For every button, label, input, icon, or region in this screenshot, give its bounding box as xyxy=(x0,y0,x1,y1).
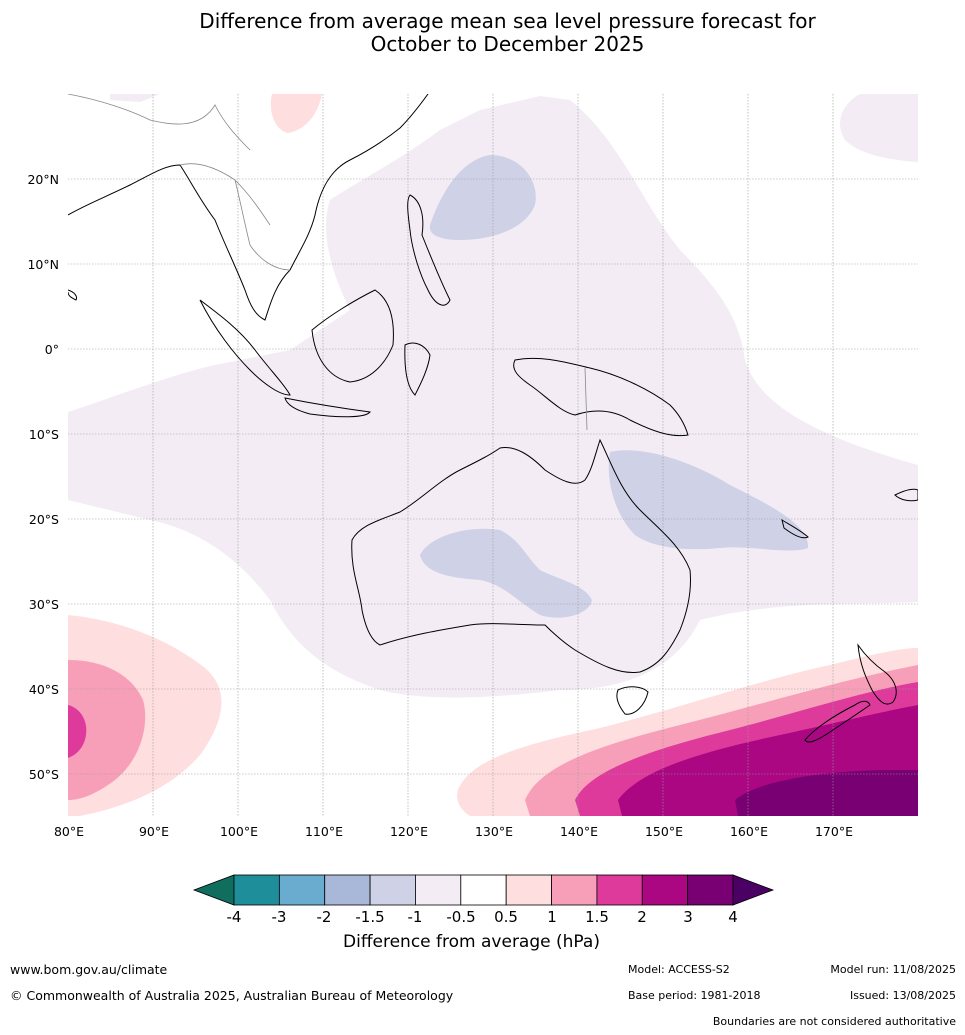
anomaly-region-minus-1-philippine-sea xyxy=(429,155,536,240)
anomaly-region-plus-1-west xyxy=(68,660,146,800)
lon-label: 80°E xyxy=(54,824,84,839)
colorbar-segment xyxy=(551,874,598,906)
india-tip-outline xyxy=(68,289,77,301)
lat-label: 40°S xyxy=(29,682,59,697)
lon-label: 160°E xyxy=(730,824,768,839)
lon-label: 140°E xyxy=(560,824,598,839)
colorbar-ticks: -4 -3 -2 -1.5 -1 -0.5 0.5 1 1.5 2 3 4 xyxy=(227,908,738,926)
disclaimer-text: Boundaries are not considered authoritat… xyxy=(712,1015,956,1028)
colorbar-tick: 1.5 xyxy=(585,908,609,926)
anomaly-region-minus-1-australia xyxy=(420,528,592,618)
colorbar-label: Difference from average (hPa) xyxy=(343,932,600,952)
asia-mainland-outline xyxy=(68,94,429,321)
colorbar-segment xyxy=(687,874,734,906)
country-borders xyxy=(68,94,588,431)
colorbar-segment xyxy=(641,874,689,906)
lon-label: 100°E xyxy=(220,824,258,839)
lat-label: 10°S xyxy=(29,427,59,442)
colorbar-tick: 2 xyxy=(637,908,647,926)
latitude-labels: 20°N 10°N 0° 10°S 20°S 30°S 40°S 50°S xyxy=(27,172,59,782)
lon-label: 170°E xyxy=(815,824,853,839)
lon-label: 120°E xyxy=(390,824,428,839)
new-zealand-south-outline xyxy=(804,700,871,743)
title-line-2: October to December 2025 xyxy=(370,32,645,56)
colorbar-tick: -2 xyxy=(317,908,332,926)
colorbar-tick: 3 xyxy=(683,908,693,926)
colorbar-tick: -4 xyxy=(227,908,242,926)
colorbar-tick: -1 xyxy=(408,908,423,926)
lat-label: 10°N xyxy=(27,257,59,272)
new-caledonia-outline xyxy=(781,518,809,539)
australia-outline xyxy=(351,438,691,674)
fiji-outline xyxy=(894,488,918,502)
colorbar-segment xyxy=(324,874,371,906)
lat-label: 20°S xyxy=(29,512,59,527)
coastlines xyxy=(68,94,918,743)
colorbar-extend-high xyxy=(732,874,775,906)
model-text: Model: ACCESS-S2 xyxy=(628,963,730,976)
sumatra-outline xyxy=(199,299,291,396)
colorbar-segment xyxy=(369,874,416,906)
lon-label: 110°E xyxy=(305,824,343,839)
colorbar-tick: -0.5 xyxy=(446,908,475,926)
base-period-text: Base period: 1981-2018 xyxy=(628,989,761,1002)
colorbar-segment xyxy=(596,874,643,906)
lat-label: 0° xyxy=(45,342,59,357)
graticule xyxy=(68,94,918,816)
colorbar-tick: 1 xyxy=(547,908,557,926)
colorbar-segment xyxy=(415,874,462,906)
map-fill-layer xyxy=(68,94,918,816)
lat-label: 50°S xyxy=(29,767,59,782)
anomaly-region-plus-1.5-west xyxy=(68,705,87,758)
colorbar-segment xyxy=(505,874,552,906)
colorbar-segment xyxy=(233,874,280,906)
sulawesi-outline xyxy=(404,342,431,396)
website-link[interactable]: www.bom.gov.au/climate xyxy=(10,962,168,977)
colorbar xyxy=(192,874,775,906)
anomaly-region-plus-3-se xyxy=(735,770,918,816)
anomaly-region-plus-0.5-north xyxy=(270,94,322,133)
model-run-text: Model run: 11/08/2025 xyxy=(830,963,956,976)
colorbar-segment xyxy=(278,874,326,906)
lon-label: 90°E xyxy=(139,824,169,839)
chart-title: Difference from average mean sea level p… xyxy=(0,10,965,56)
borneo-outline xyxy=(311,289,394,383)
new-zealand-north-outline xyxy=(857,643,897,705)
anomaly-region-minus-1-coral-sea xyxy=(608,450,809,551)
copyright-text: © Commonwealth of Australia 2025, Austra… xyxy=(10,988,454,1003)
anomaly-region-minus-0.5-nw xyxy=(110,94,160,102)
lat-label: 30°S xyxy=(29,597,59,612)
colorbar-tick: 0.5 xyxy=(494,908,518,926)
philippines-outline xyxy=(407,194,451,306)
colorbar-tick: 4 xyxy=(728,908,738,926)
anomaly-region-minus-0.5-ne xyxy=(840,94,918,162)
java-outline xyxy=(284,397,371,418)
colorbar-segment xyxy=(460,874,507,906)
colorbar-tick: -1.5 xyxy=(355,908,384,926)
new-guinea-outline xyxy=(513,357,689,437)
tasmania-outline xyxy=(616,686,649,715)
longitude-labels: 80°E 90°E 100°E 110°E 120°E 130°E 140°E … xyxy=(54,824,853,839)
lon-label: 150°E xyxy=(645,824,683,839)
lon-label: 130°E xyxy=(475,824,513,839)
lat-label: 20°N xyxy=(27,172,59,187)
title-line-1: Difference from average mean sea level p… xyxy=(199,9,816,33)
colorbar-tick: -3 xyxy=(272,908,287,926)
colorbar-extend-low xyxy=(192,874,235,906)
issued-text: Issued: 13/08/2025 xyxy=(849,989,956,1002)
